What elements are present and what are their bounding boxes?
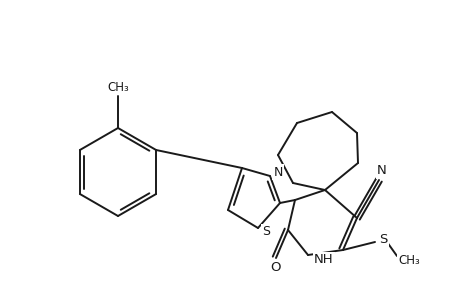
Text: N: N: [376, 164, 386, 178]
Text: N: N: [273, 166, 282, 178]
Text: S: S: [262, 226, 269, 238]
Text: CH₃: CH₃: [107, 80, 129, 94]
Text: O: O: [270, 262, 280, 275]
Text: S: S: [378, 233, 386, 247]
Text: NH: NH: [313, 254, 333, 266]
Text: CH₃: CH₃: [397, 254, 419, 268]
